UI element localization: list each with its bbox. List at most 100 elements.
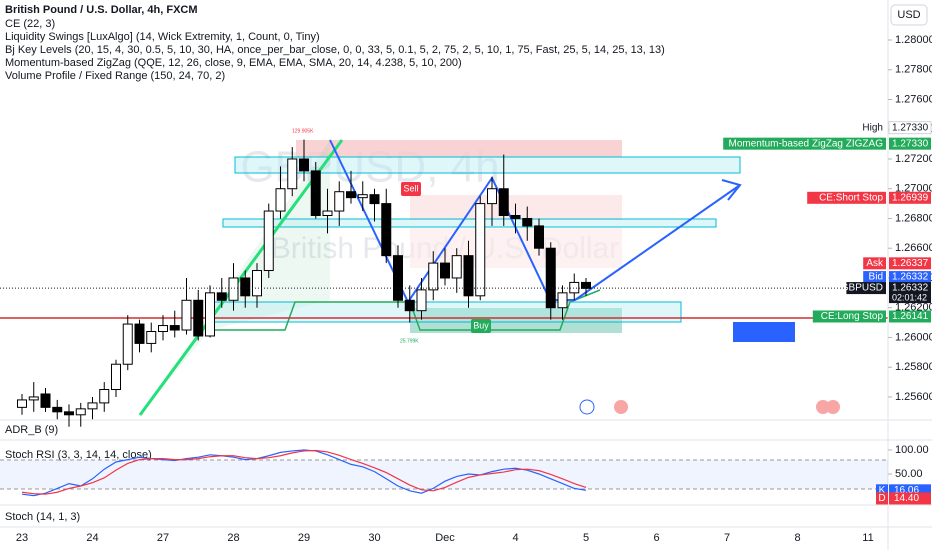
candle-body xyxy=(28,396,39,401)
stoch-band xyxy=(0,460,888,489)
candle-body xyxy=(545,247,556,309)
candle-body xyxy=(487,188,497,205)
price-tag xyxy=(889,137,931,150)
y-tick-label: 1.26600 xyxy=(895,242,932,254)
candle-body xyxy=(310,170,321,217)
x-tick-label: 28 xyxy=(227,532,239,544)
candle-body xyxy=(252,270,262,297)
price-tag xyxy=(889,191,931,204)
candle-body xyxy=(557,292,568,309)
value-tag xyxy=(889,492,931,505)
candle-body xyxy=(275,188,286,212)
candle-body xyxy=(17,399,27,408)
y-tick-label: 50.00 xyxy=(895,468,923,480)
sell-label: Sell xyxy=(403,183,418,193)
candle-body xyxy=(475,203,486,297)
x-tick-label: 24 xyxy=(86,532,98,544)
x-tick-label: 29 xyxy=(298,532,310,544)
icon xyxy=(816,400,830,414)
x-tick-label: 7 xyxy=(724,532,730,544)
x-tick-label: 4 xyxy=(512,532,518,544)
ce-long-stop xyxy=(210,289,601,331)
price-tag-value: 1.26332 xyxy=(892,283,929,294)
pane-title: ADR_B (9) xyxy=(5,424,58,436)
price-tag-value: 1.27330 xyxy=(892,122,929,133)
x-tick-label: Dec xyxy=(435,532,455,544)
candle-body xyxy=(193,299,204,337)
candle-body xyxy=(522,217,533,227)
x-tick-label: 5 xyxy=(583,532,589,544)
candle-body xyxy=(169,325,180,331)
note-box xyxy=(733,322,795,342)
candle-body xyxy=(381,203,392,257)
y-tick-label: 1.27600 xyxy=(895,93,932,105)
price-tag-name: CE:Short Stop xyxy=(819,192,883,203)
icon xyxy=(826,400,840,414)
x-tick-label: 27 xyxy=(157,532,169,544)
y-tick-label: 1.25600 xyxy=(895,391,932,403)
timer-box xyxy=(889,293,931,304)
candle-body xyxy=(111,363,121,391)
x-tick-label: 8 xyxy=(794,532,800,544)
candle-body xyxy=(416,289,427,312)
arrow-head xyxy=(721,179,742,201)
stoch-line xyxy=(21,449,587,497)
price-tag-value: 1.26337 xyxy=(892,258,929,269)
candle-body xyxy=(181,299,192,331)
candle-body xyxy=(122,323,133,365)
y-tick-label: 100.00 xyxy=(895,444,929,456)
y-tick-label: 1.27200 xyxy=(895,153,932,165)
y-tick-label: 1.27800 xyxy=(895,64,932,76)
buy-tag xyxy=(471,319,491,333)
volume-zone xyxy=(410,228,622,268)
candle-body xyxy=(393,255,403,301)
currency[interactable]: USD xyxy=(897,9,920,21)
candle-body xyxy=(216,292,227,301)
sell-tag xyxy=(401,182,421,196)
y-tick-label: 1.26800 xyxy=(895,212,932,224)
y-tick-label: 1.26000 xyxy=(895,331,932,343)
price-tag-name-box xyxy=(863,257,886,270)
candle-body xyxy=(357,194,368,199)
price-tag-value: 1.26332 xyxy=(892,272,929,283)
pane-title: Stoch RSI (3, 3, 14, 14, close) xyxy=(5,449,152,461)
candle-body xyxy=(287,158,298,190)
pane-title: Stoch (14, 1, 3) xyxy=(5,511,80,523)
price-tag xyxy=(888,121,932,135)
value-tag-label: 16.06 xyxy=(894,485,919,496)
candle-body xyxy=(228,277,239,301)
candle-body xyxy=(205,292,215,337)
price-tag-value: 1.27330 xyxy=(892,138,929,149)
candle-body xyxy=(369,194,380,205)
x-tick-label: 23 xyxy=(16,532,28,544)
candle-body xyxy=(146,331,157,344)
indicator: Bj Key Levels (20, 15, 4, 30, 0.5, 5, 10… xyxy=(5,44,665,56)
candle-body xyxy=(428,262,439,291)
candle-body xyxy=(498,188,509,217)
candle-body xyxy=(299,158,309,172)
candle-body xyxy=(463,255,474,297)
price-tag-name: Bid xyxy=(869,272,883,283)
candle-body xyxy=(99,389,110,404)
candle-body xyxy=(240,277,251,297)
candle-body xyxy=(64,411,74,416)
candle-body xyxy=(440,262,450,279)
candle-body xyxy=(263,210,274,272)
buy-label: Buy xyxy=(473,320,489,330)
indicator: Momentum-based ZigZag (QQE, 12, 26, clos… xyxy=(5,57,462,69)
x-tick-label: 30 xyxy=(368,532,380,544)
price-tag xyxy=(889,282,931,295)
price-tag-value: 1.26141 xyxy=(892,311,929,322)
candle-body xyxy=(346,191,356,199)
candle-body xyxy=(322,210,333,217)
currency-button[interactable] xyxy=(890,4,928,26)
value-tag-name: D xyxy=(878,493,885,504)
timer: 02:01:42 xyxy=(892,292,927,302)
price-tag-name-box xyxy=(807,191,886,204)
icon xyxy=(579,399,595,415)
stoch-line xyxy=(21,449,587,495)
value-tag-label: 14.40 xyxy=(894,493,919,504)
price-tag-name-box xyxy=(812,310,886,323)
icon xyxy=(614,400,628,414)
candle-body xyxy=(404,299,415,312)
